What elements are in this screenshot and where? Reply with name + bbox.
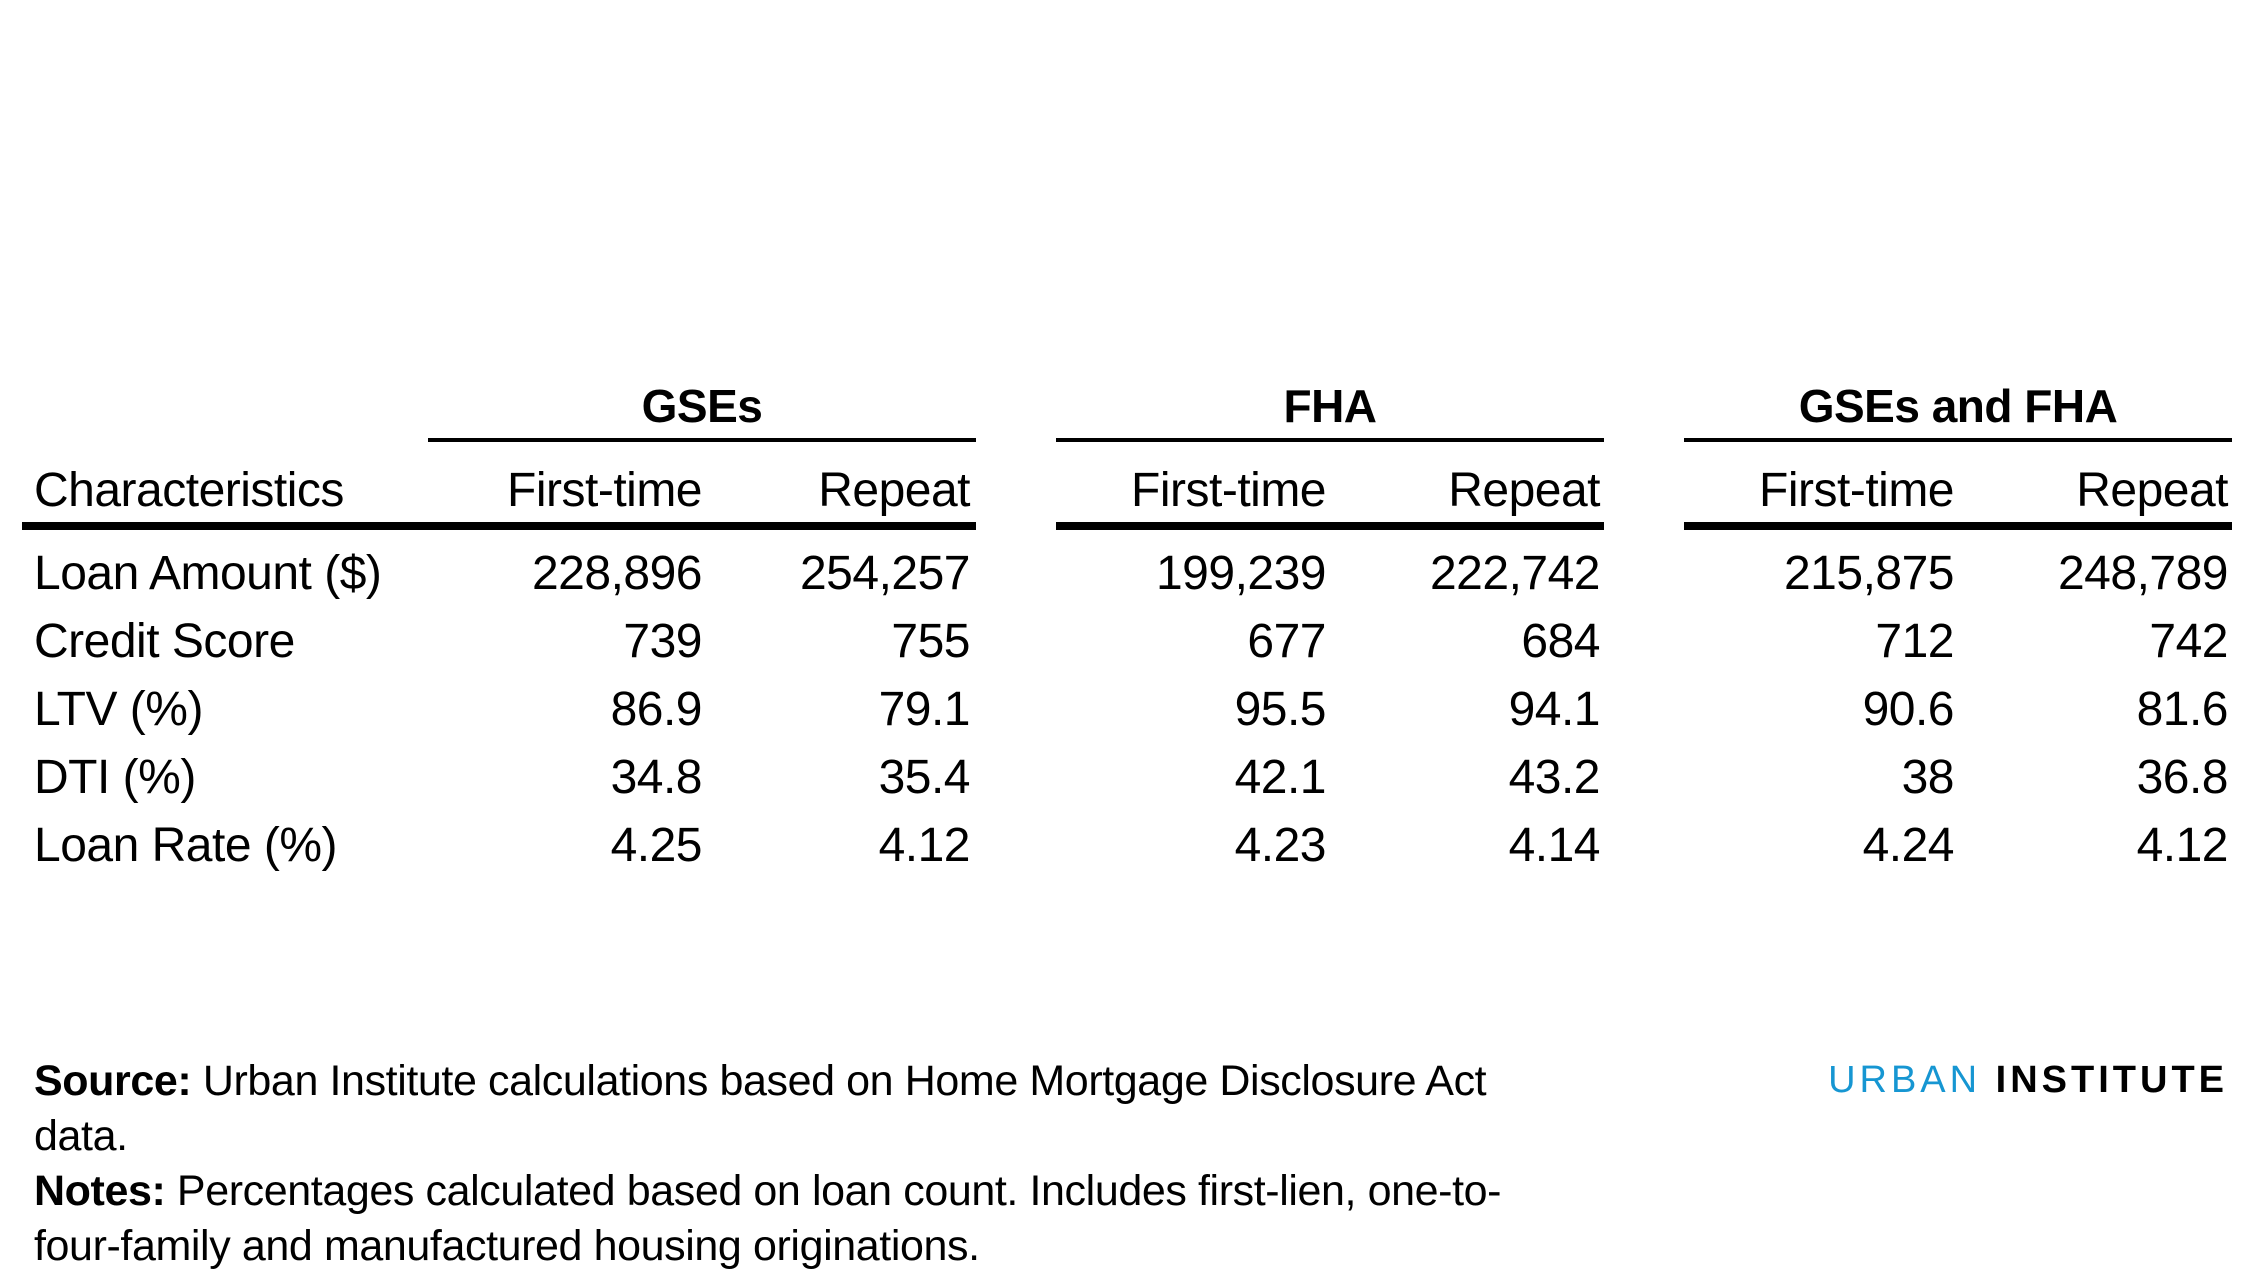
- header-rule-gses: [22, 522, 976, 530]
- table-cell: 42.1: [1234, 751, 1327, 804]
- table-cell: 86.9: [610, 683, 703, 736]
- row-label-ltv: LTV (%): [34, 683, 203, 736]
- table-cell: 38: [1901, 751, 1955, 804]
- table-cell: 684: [1521, 615, 1600, 668]
- notes-text: Percentages calculated based on loan cou…: [34, 1167, 1502, 1270]
- table-cell: 199,239: [1155, 547, 1327, 600]
- row-label-loan-amount: Loan Amount ($): [34, 547, 382, 600]
- column-header-gses-repeat: Repeat: [818, 464, 970, 517]
- table-cell: 34.8: [610, 751, 703, 804]
- source-note: Source: Urban Institute calculations bas…: [34, 1054, 1534, 1164]
- group-header-gses-and-fha: GSEs and FHA: [1684, 378, 2232, 442]
- column-header-characteristics: Characteristics: [34, 464, 344, 517]
- table-cell: 4.12: [2136, 819, 2229, 872]
- table-cell: 79.1: [878, 683, 971, 736]
- table-cell: 94.1: [1508, 683, 1601, 736]
- table-cell: 4.25: [610, 819, 703, 872]
- table-cell: 81.6: [2136, 683, 2229, 736]
- group-header-fha: FHA: [1056, 378, 1604, 442]
- table-cell: 739: [623, 615, 702, 668]
- table-cell: 228,896: [531, 547, 703, 600]
- table-cell: 35.4: [878, 751, 971, 804]
- table-cell: 712: [1875, 615, 1954, 668]
- table-cell: 4.24: [1862, 819, 1955, 872]
- table-cell: 254,257: [799, 547, 971, 600]
- table-cell: 4.23: [1234, 819, 1327, 872]
- row-label-loan-rate: Loan Rate (%): [34, 819, 338, 872]
- column-header-fha-repeat: Repeat: [1448, 464, 1600, 517]
- group-header-gses: GSEs: [428, 378, 976, 442]
- row-label-dti: DTI (%): [34, 751, 196, 804]
- notes-label: Notes:: [34, 1167, 166, 1215]
- header-rule-both: [1684, 522, 2232, 530]
- column-header-both-repeat: Repeat: [2076, 464, 2228, 517]
- header-rule-fha: [1056, 522, 1604, 530]
- table-cell: 755: [891, 615, 970, 668]
- table-cell: 742: [2149, 615, 2228, 668]
- table-cell: 90.6: [1862, 683, 1955, 736]
- table-cell: 36.8: [2136, 751, 2229, 804]
- table-cell: 4.14: [1508, 819, 1601, 872]
- row-label-credit-score: Credit Score: [34, 615, 295, 668]
- table-cell: 43.2: [1508, 751, 1601, 804]
- urban-institute-logo: URBAN INSTITUTE: [1808, 1056, 2228, 1104]
- table-cell: 4.12: [878, 819, 971, 872]
- source-text: Urban Institute calculations based on Ho…: [34, 1057, 1487, 1160]
- table-cell: 95.5: [1234, 683, 1327, 736]
- table-cell: 222,742: [1429, 547, 1601, 600]
- table-cell: 215,875: [1783, 547, 1955, 600]
- notes-note: Notes: Percentages calculated based on l…: [34, 1164, 1534, 1274]
- source-label: Source:: [34, 1057, 192, 1105]
- column-header-fha-first-time: First-time: [1131, 464, 1326, 517]
- column-header-both-first-time: First-time: [1759, 464, 1954, 517]
- logo-word-urban: URBAN: [1828, 1059, 1982, 1101]
- logo-word-institute: INSTITUTE: [1995, 1059, 2228, 1101]
- column-header-gses-first-time: First-time: [507, 464, 702, 517]
- table-cell: 248,789: [2057, 547, 2229, 600]
- footnotes: Source: Urban Institute calculations bas…: [34, 1054, 1534, 1274]
- table-cell: 677: [1247, 615, 1326, 668]
